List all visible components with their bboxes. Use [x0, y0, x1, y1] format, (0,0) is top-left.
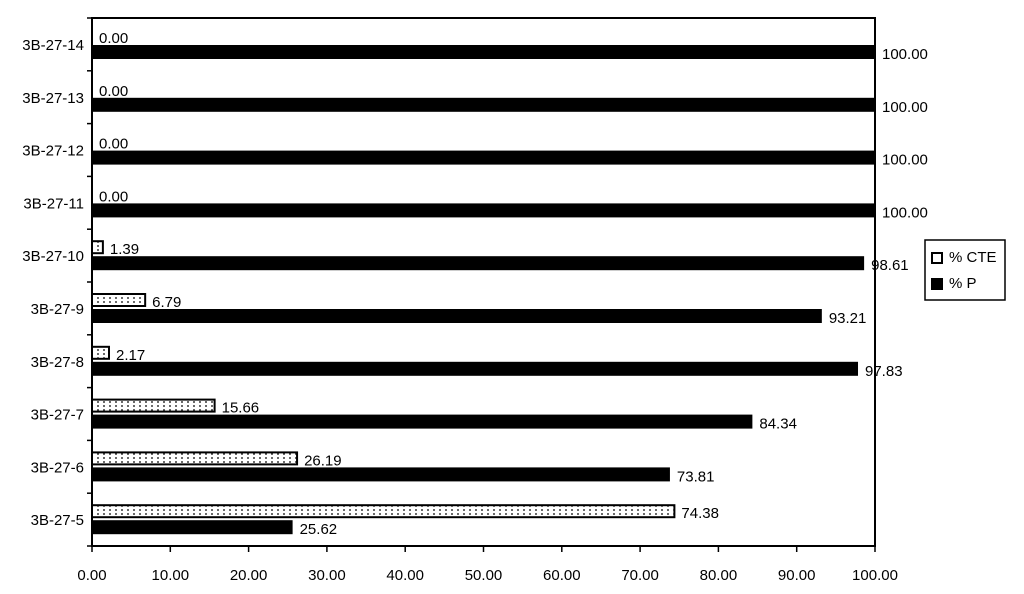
bar — [92, 361, 859, 376]
bar — [91, 504, 676, 519]
value-label: 2.17 — [116, 347, 145, 364]
x-tick-label: 90.00 — [778, 567, 816, 584]
x-tick-label: 60.00 — [543, 567, 581, 584]
y-tick-label: 3B-27-11 — [23, 195, 84, 212]
legend-label: % P — [949, 275, 977, 292]
value-label: 100.00 — [882, 99, 928, 116]
x-tick-label: 30.00 — [308, 567, 346, 584]
legend-swatch — [931, 278, 943, 290]
x-tick-label: 100.00 — [852, 567, 898, 584]
value-label: 74.38 — [681, 505, 719, 522]
bar — [92, 414, 753, 429]
value-label: 0.00 — [99, 136, 128, 153]
value-label: 0.00 — [99, 30, 128, 47]
value-label: 0.00 — [99, 188, 128, 205]
value-label: 98.61 — [871, 257, 909, 274]
bar — [91, 398, 216, 413]
bar — [92, 150, 875, 165]
x-tick-label: 80.00 — [700, 567, 738, 584]
value-label: 100.00 — [882, 152, 928, 169]
legend-label: % CTE — [949, 249, 997, 266]
value-label: 15.66 — [222, 400, 260, 417]
bar — [92, 203, 875, 218]
y-tick-label: 3B-27-12 — [22, 143, 84, 160]
value-label: 6.79 — [152, 294, 181, 311]
y-tick-label: 3B-27-14 — [22, 37, 84, 54]
plot-frame — [91, 17, 876, 547]
bar — [91, 293, 147, 307]
y-tick-label: 3B-27-6 — [31, 459, 84, 476]
bar — [92, 467, 670, 482]
value-label: 25.62 — [300, 521, 338, 538]
bar — [92, 45, 875, 59]
y-tick-label: 3B-27-5 — [31, 512, 84, 529]
value-label: 97.83 — [865, 363, 903, 380]
x-tick-label: 0.00 — [77, 567, 106, 584]
legend-swatch — [931, 252, 943, 264]
value-label: 26.19 — [304, 452, 342, 469]
y-tick-label: 3B-27-10 — [22, 248, 84, 265]
y-tick-label: 3B-27-9 — [31, 301, 84, 318]
x-tick-label: 50.00 — [465, 567, 503, 584]
value-label: 84.34 — [759, 416, 797, 433]
bar — [91, 451, 299, 466]
x-tick-label: 20.00 — [230, 567, 268, 584]
bar — [91, 345, 110, 360]
bar — [91, 240, 104, 255]
x-tick-label: 40.00 — [386, 567, 424, 584]
y-tick-label: 3B-27-7 — [31, 407, 84, 424]
bar — [92, 309, 822, 323]
value-label: 100.00 — [882, 46, 928, 63]
bar — [92, 256, 865, 271]
y-tick-label: 3B-27-8 — [31, 354, 84, 371]
value-label: 1.39 — [110, 241, 139, 258]
value-label: 73.81 — [677, 468, 715, 485]
value-label: 0.00 — [99, 83, 128, 100]
x-tick-label: 10.00 — [152, 567, 190, 584]
value-label: 93.21 — [829, 310, 867, 327]
bar — [92, 520, 293, 535]
x-tick-label: 70.00 — [621, 567, 659, 584]
value-label: 100.00 — [882, 204, 928, 221]
bar — [92, 97, 875, 112]
y-tick-label: 3B-27-13 — [22, 90, 84, 107]
